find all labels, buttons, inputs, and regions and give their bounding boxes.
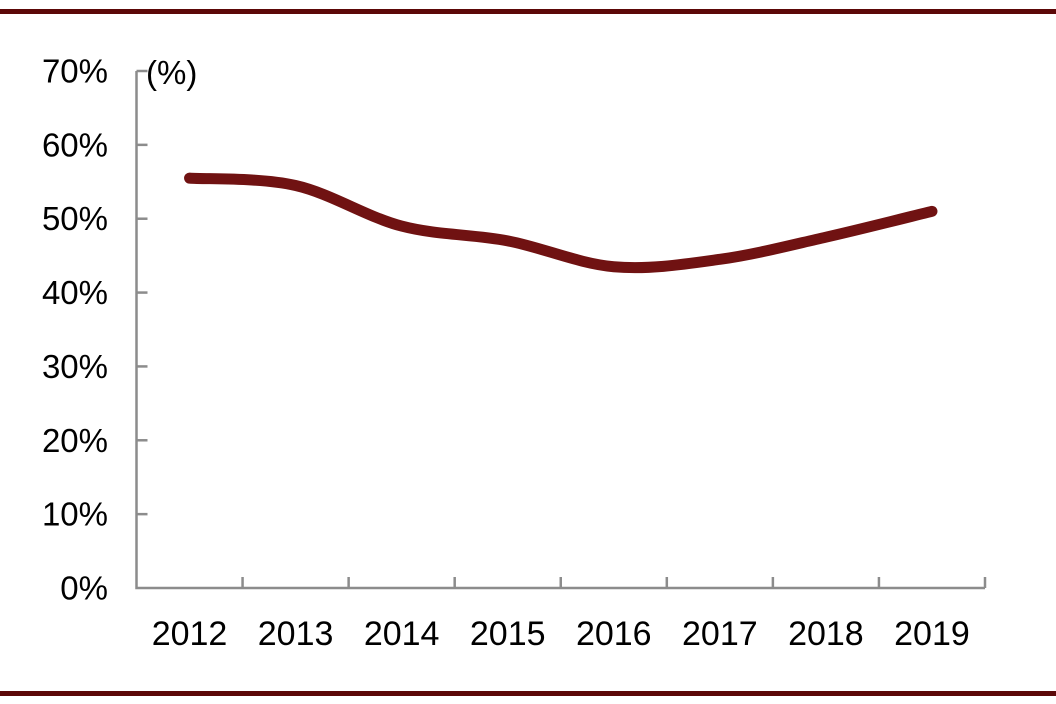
- x-tick-label: 2015: [470, 615, 546, 653]
- y-axis-unit-label: (%): [146, 54, 198, 91]
- x-tick-label: 2013: [258, 615, 334, 653]
- y-tick-label: 0%: [60, 570, 108, 607]
- x-tick-label: 2017: [682, 615, 758, 653]
- series-line: [184, 172, 938, 274]
- y-tick-label: 40%: [42, 274, 108, 311]
- y-tick-label: 10%: [42, 496, 108, 533]
- x-tick-label: 2018: [788, 615, 864, 653]
- axis-lines: [135, 71, 985, 590]
- x-tick-label: 2012: [152, 615, 228, 653]
- x-tick-label: 2014: [364, 615, 440, 653]
- y-tick-label: 30%: [42, 348, 108, 385]
- y-tick-label: 50%: [42, 200, 108, 237]
- top-accent-bar: [0, 9, 1056, 14]
- x-tick-label: 2016: [576, 615, 652, 653]
- y-tick-label: 60%: [42, 126, 108, 163]
- bottom-accent-bar: [0, 691, 1056, 696]
- y-tick-label: 20%: [42, 422, 108, 459]
- x-tick-label: 2019: [894, 615, 970, 653]
- y-tick-label: 70%: [42, 53, 108, 90]
